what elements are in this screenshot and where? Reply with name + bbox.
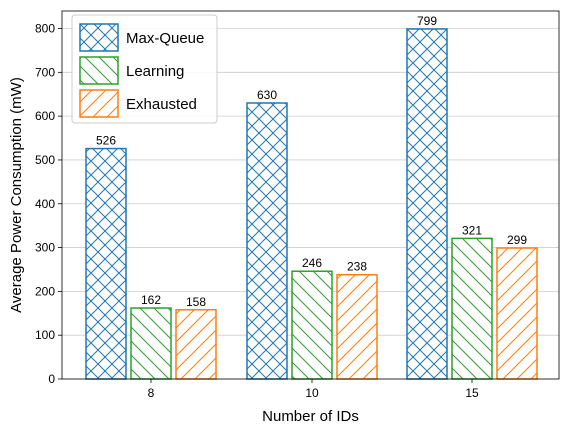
- legend-swatch: [79, 23, 119, 52]
- x-tick-label: 8: [148, 386, 155, 400]
- data-label: 526: [96, 134, 116, 148]
- data-label: 321: [462, 223, 482, 237]
- bar-max-queue-10: [246, 102, 288, 380]
- y-tick-label: 800: [35, 22, 55, 36]
- plot-frame: [61, 10, 560, 380]
- legend-label: Learning: [126, 63, 184, 80]
- bar-learning-8: [130, 307, 172, 380]
- y-tick-label: 100: [35, 328, 55, 342]
- bar-exhausted-15: [496, 247, 538, 380]
- legend: Max-Queue Learning Exhausted: [71, 14, 218, 124]
- legend-swatch: [79, 56, 119, 85]
- data-label: 246: [302, 256, 322, 270]
- data-label: 299: [507, 233, 527, 247]
- bar-exhausted-10: [336, 273, 378, 380]
- bar-exhausted-8: [175, 309, 217, 380]
- data-label: 158: [186, 295, 206, 309]
- axes: 0 100 200 300 400 500 600 700 800 8 10 15: [35, 10, 560, 400]
- y-tick-label: 200: [35, 284, 55, 298]
- x-tick-label: 10: [305, 386, 319, 400]
- y-tick-label: 700: [35, 65, 55, 79]
- y-axis-label: Average Power Consumption (mW): [8, 77, 25, 313]
- y-tick-label: 500: [35, 153, 55, 167]
- data-label: 799: [417, 14, 437, 28]
- y-tick-label: 0: [48, 372, 55, 386]
- data-labels: 526 162 158 630 246 238 799 321 299: [96, 14, 527, 309]
- x-tick-label: 15: [465, 386, 479, 400]
- bar-learning-15: [451, 237, 493, 380]
- data-label: 238: [347, 260, 367, 274]
- x-axis-label: Number of IDs: [262, 408, 359, 425]
- bar-learning-10: [291, 270, 333, 380]
- bars: [85, 28, 538, 380]
- legend-label: Max-Queue: [126, 30, 204, 47]
- data-label: 162: [141, 293, 161, 307]
- y-tick-label: 300: [35, 241, 55, 255]
- bar-max-queue-15: [406, 28, 448, 380]
- legend-swatch: [79, 89, 119, 118]
- bar-max-queue-8: [85, 147, 127, 380]
- data-label: 630: [257, 88, 277, 102]
- y-tick-label: 600: [35, 109, 55, 123]
- y-tick-label: 400: [35, 197, 55, 211]
- legend-label: Exhausted: [126, 96, 197, 113]
